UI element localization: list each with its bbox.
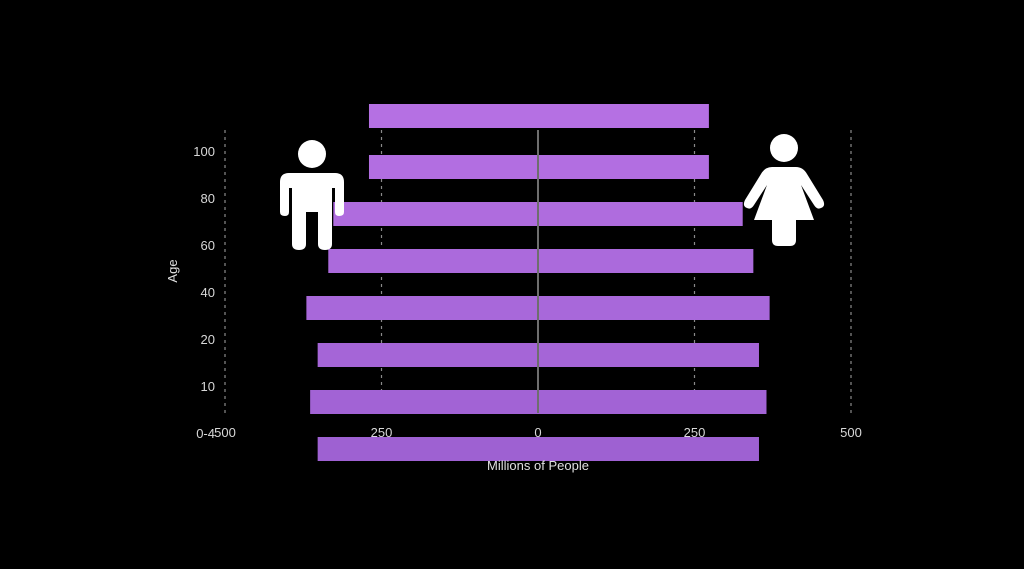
- x-tick-labels: 500 250 0 250 500: [214, 425, 862, 440]
- age-tick-10: 10: [201, 379, 215, 394]
- bar-female-100: [538, 155, 709, 179]
- x-tick-0: 500: [214, 425, 236, 440]
- y-axis-title: Age: [165, 259, 180, 282]
- bar-top-male: [368, 104, 538, 128]
- bar-female-60: [538, 249, 754, 273]
- age-tick-40: 40: [201, 285, 215, 300]
- bar-male-60: [328, 249, 538, 273]
- x-tick-2: 0: [534, 425, 541, 440]
- bars: [306, 104, 770, 461]
- x-tick-4: 500: [840, 425, 862, 440]
- age-tick-100: 100: [193, 144, 215, 159]
- age-tick-labels: 100 80 60 40 20 10 0-4: [193, 144, 215, 441]
- male-person-icon: [280, 140, 344, 250]
- age-tick-20: 20: [201, 332, 215, 347]
- bar-female-40: [538, 296, 770, 320]
- bar-male-10: [310, 390, 538, 414]
- bar-female-20: [538, 343, 759, 367]
- bar-male-100: [368, 155, 538, 179]
- x-tick-3: 250: [684, 425, 706, 440]
- bar-female-10: [538, 390, 767, 414]
- bar-female-0-4: [538, 437, 759, 461]
- age-tick-60: 60: [201, 238, 215, 253]
- x-axis-title: Millions of People: [487, 458, 589, 473]
- age-tick-80: 80: [201, 191, 215, 206]
- bar-female-80: [538, 202, 743, 226]
- female-person-icon: [743, 134, 825, 246]
- x-tick-1: 250: [371, 425, 393, 440]
- bar-male-40: [306, 296, 538, 320]
- bar-male-80: [333, 202, 538, 226]
- bar-male-0-4: [317, 437, 538, 461]
- age-tick-0-4: 0-4: [196, 426, 215, 441]
- bar-male-20: [317, 343, 538, 367]
- bar-top-female: [538, 104, 709, 128]
